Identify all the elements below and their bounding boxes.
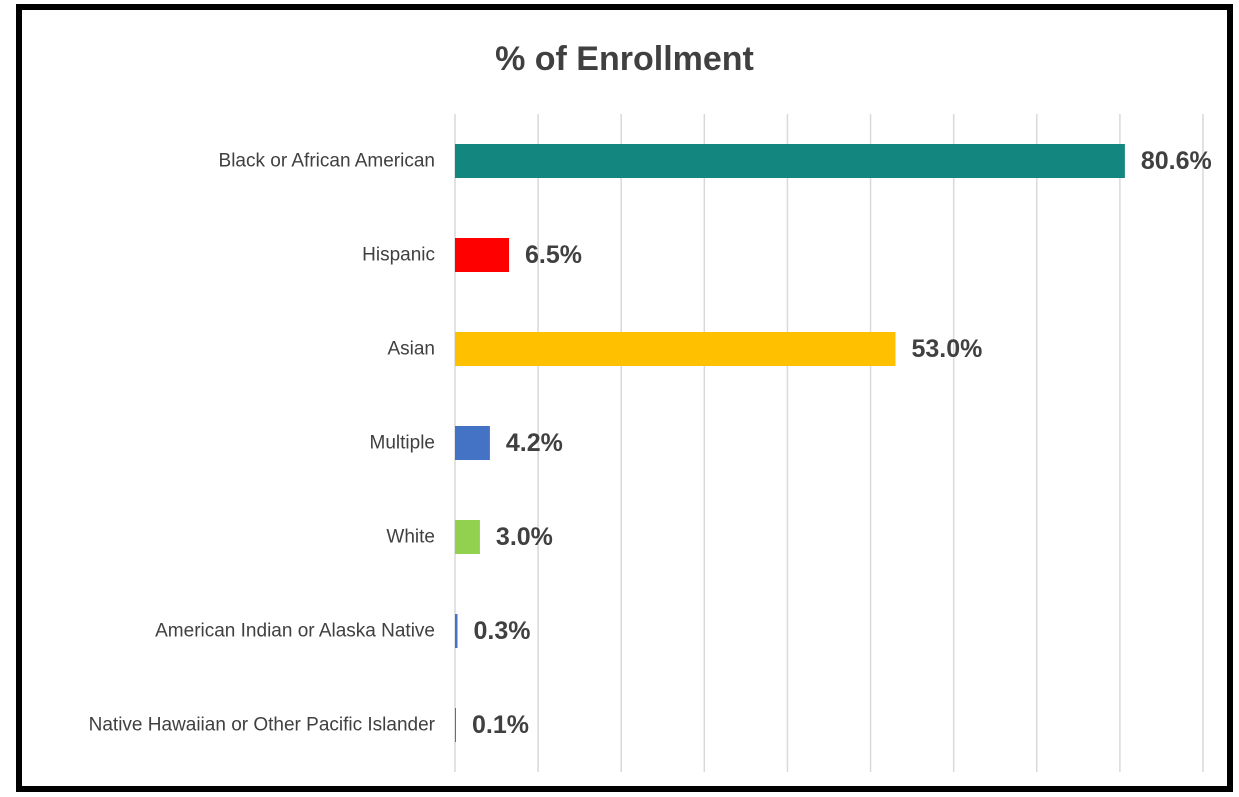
data-label: 3.0% (496, 523, 553, 551)
data-label: 0.3% (473, 617, 530, 645)
data-label: 4.2% (506, 429, 563, 457)
data-label: 0.1% (472, 711, 529, 739)
bar (455, 332, 896, 366)
category-label: White (386, 527, 435, 548)
category-label: Multiple (370, 433, 435, 454)
category-label: Asian (387, 339, 435, 360)
gridlines (454, 114, 1204, 772)
chart-plot-area: Black or African American 80.6% Hispanic 6.… (89, 114, 1212, 772)
bar (455, 520, 480, 554)
bars (455, 144, 1125, 742)
chart-frame: % of Enrollment Black or African America… (16, 4, 1233, 792)
category-label: American Indian or Alaska Native (155, 621, 435, 642)
data-label: 53.0% (911, 335, 982, 363)
labels: Black or African American 80.6% Hispanic 6.… (89, 147, 1212, 739)
bar (455, 426, 490, 460)
chart-title: % of Enrollment (495, 40, 754, 78)
bar (455, 708, 456, 742)
bar (455, 614, 458, 648)
category-label: Hispanic (362, 245, 435, 266)
data-label: 6.5% (525, 241, 582, 269)
category-label: Black or African American (219, 151, 435, 172)
data-label: 80.6% (1141, 147, 1212, 175)
category-label: Native Hawaiian or Other Pacific Islande… (89, 715, 436, 736)
bar (455, 144, 1125, 178)
bar (455, 238, 510, 272)
